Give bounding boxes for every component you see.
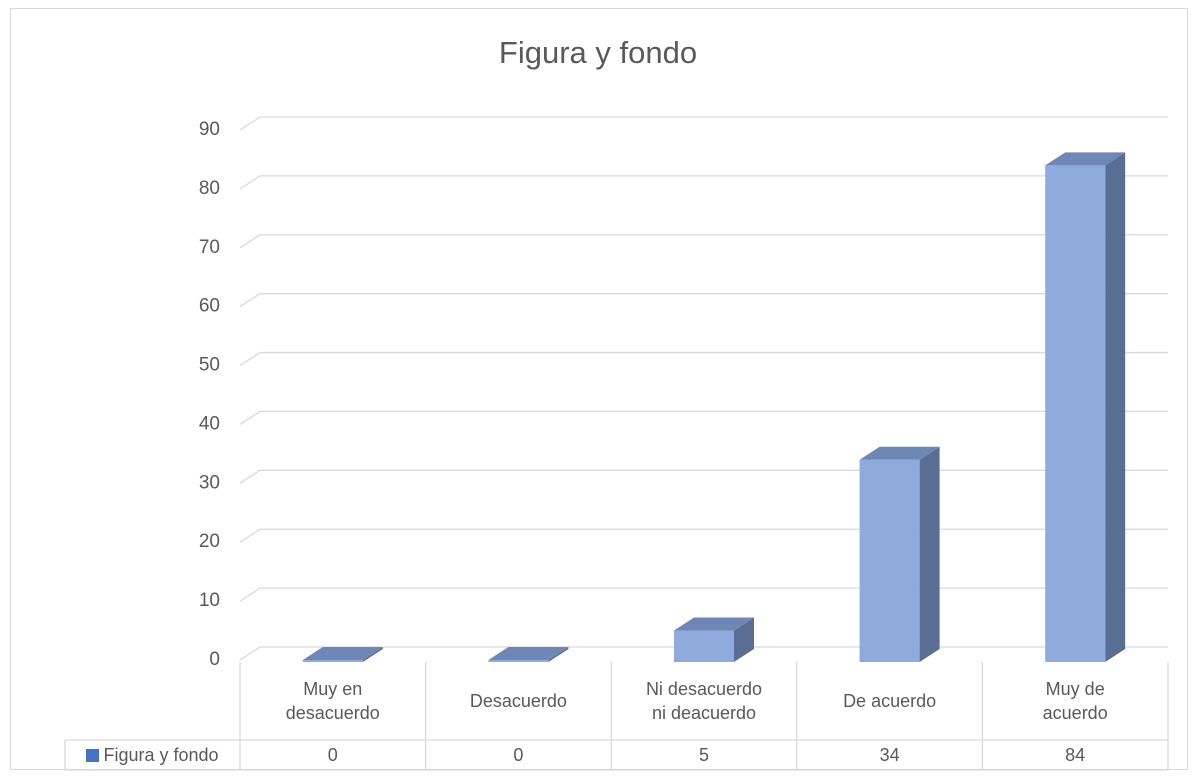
x-tick-label-text: Ni desacuerdo ni deacuerdo (645, 679, 763, 723)
x-tick-label: De acuerdo (797, 662, 983, 740)
y-tick-label: 60 (199, 296, 220, 317)
y-tick-label: 70 (199, 237, 220, 258)
bar-top (859, 446, 940, 460)
y-tick-label: 50 (199, 355, 220, 376)
chart-border (10, 8, 1188, 770)
table-value: 0 (240, 740, 426, 770)
x-tick-label: Muy en desacuerdo (240, 662, 426, 740)
x-tick-label: Ni desacuerdo ni deacuerdo (611, 662, 797, 740)
bar-top (302, 647, 383, 660)
table-value: 34 (797, 740, 983, 770)
bar-side (362, 647, 383, 662)
bar (302, 660, 363, 662)
bar-side (734, 617, 754, 662)
bar-top (488, 647, 569, 660)
legend-key (86, 748, 100, 762)
bar (859, 459, 920, 662)
table-value-text: 0 (327, 745, 338, 765)
bar (488, 660, 549, 662)
grid-line (239, 116, 1168, 131)
x-tick-label: Desacuerdo (426, 662, 612, 740)
table-value: 5 (611, 740, 797, 770)
table-value-text: 0 (513, 745, 524, 765)
grid-line (239, 175, 1168, 190)
grid-line (239, 410, 1168, 425)
grid-line (239, 351, 1168, 367)
bar (1045, 165, 1106, 663)
bar (674, 630, 734, 662)
table-value-text: 84 (1065, 745, 1086, 765)
y-tick-label: 40 (199, 413, 220, 434)
table-value-text: 34 (879, 745, 900, 765)
bar-side (1105, 152, 1126, 663)
table-value: 84 (982, 740, 1168, 770)
y-tick-label: 20 (199, 531, 220, 552)
table-value: 0 (426, 740, 612, 770)
y-tick-label: 0 (209, 649, 220, 670)
table-value-text: 5 (698, 745, 709, 765)
bar-top (674, 617, 754, 631)
bar-top (1045, 152, 1126, 166)
x-tick-label-text: Desacuerdo (469, 691, 567, 711)
x-tick-label-text: Muy de acuerdo (1042, 679, 1108, 723)
y-tick-label: 30 (199, 472, 220, 493)
legend-entry-text: Figura y fondo (103, 745, 219, 765)
chart-title: Figura y fondo (499, 35, 697, 70)
bar-side (548, 647, 569, 662)
y-tick-label: 90 (199, 119, 220, 140)
legend-entry: Figura y fondo (65, 740, 240, 770)
y-tick-label: 10 (199, 590, 220, 611)
bar-side (919, 446, 940, 662)
x-tick-label: Muy de acuerdo (982, 662, 1168, 740)
x-tick-label-text: Muy en desacuerdo (285, 679, 380, 723)
grid-line (239, 234, 1168, 249)
grid-line (239, 293, 1168, 308)
x-tick-label-text: De acuerdo (843, 691, 937, 711)
y-tick-label: 80 (199, 178, 220, 199)
